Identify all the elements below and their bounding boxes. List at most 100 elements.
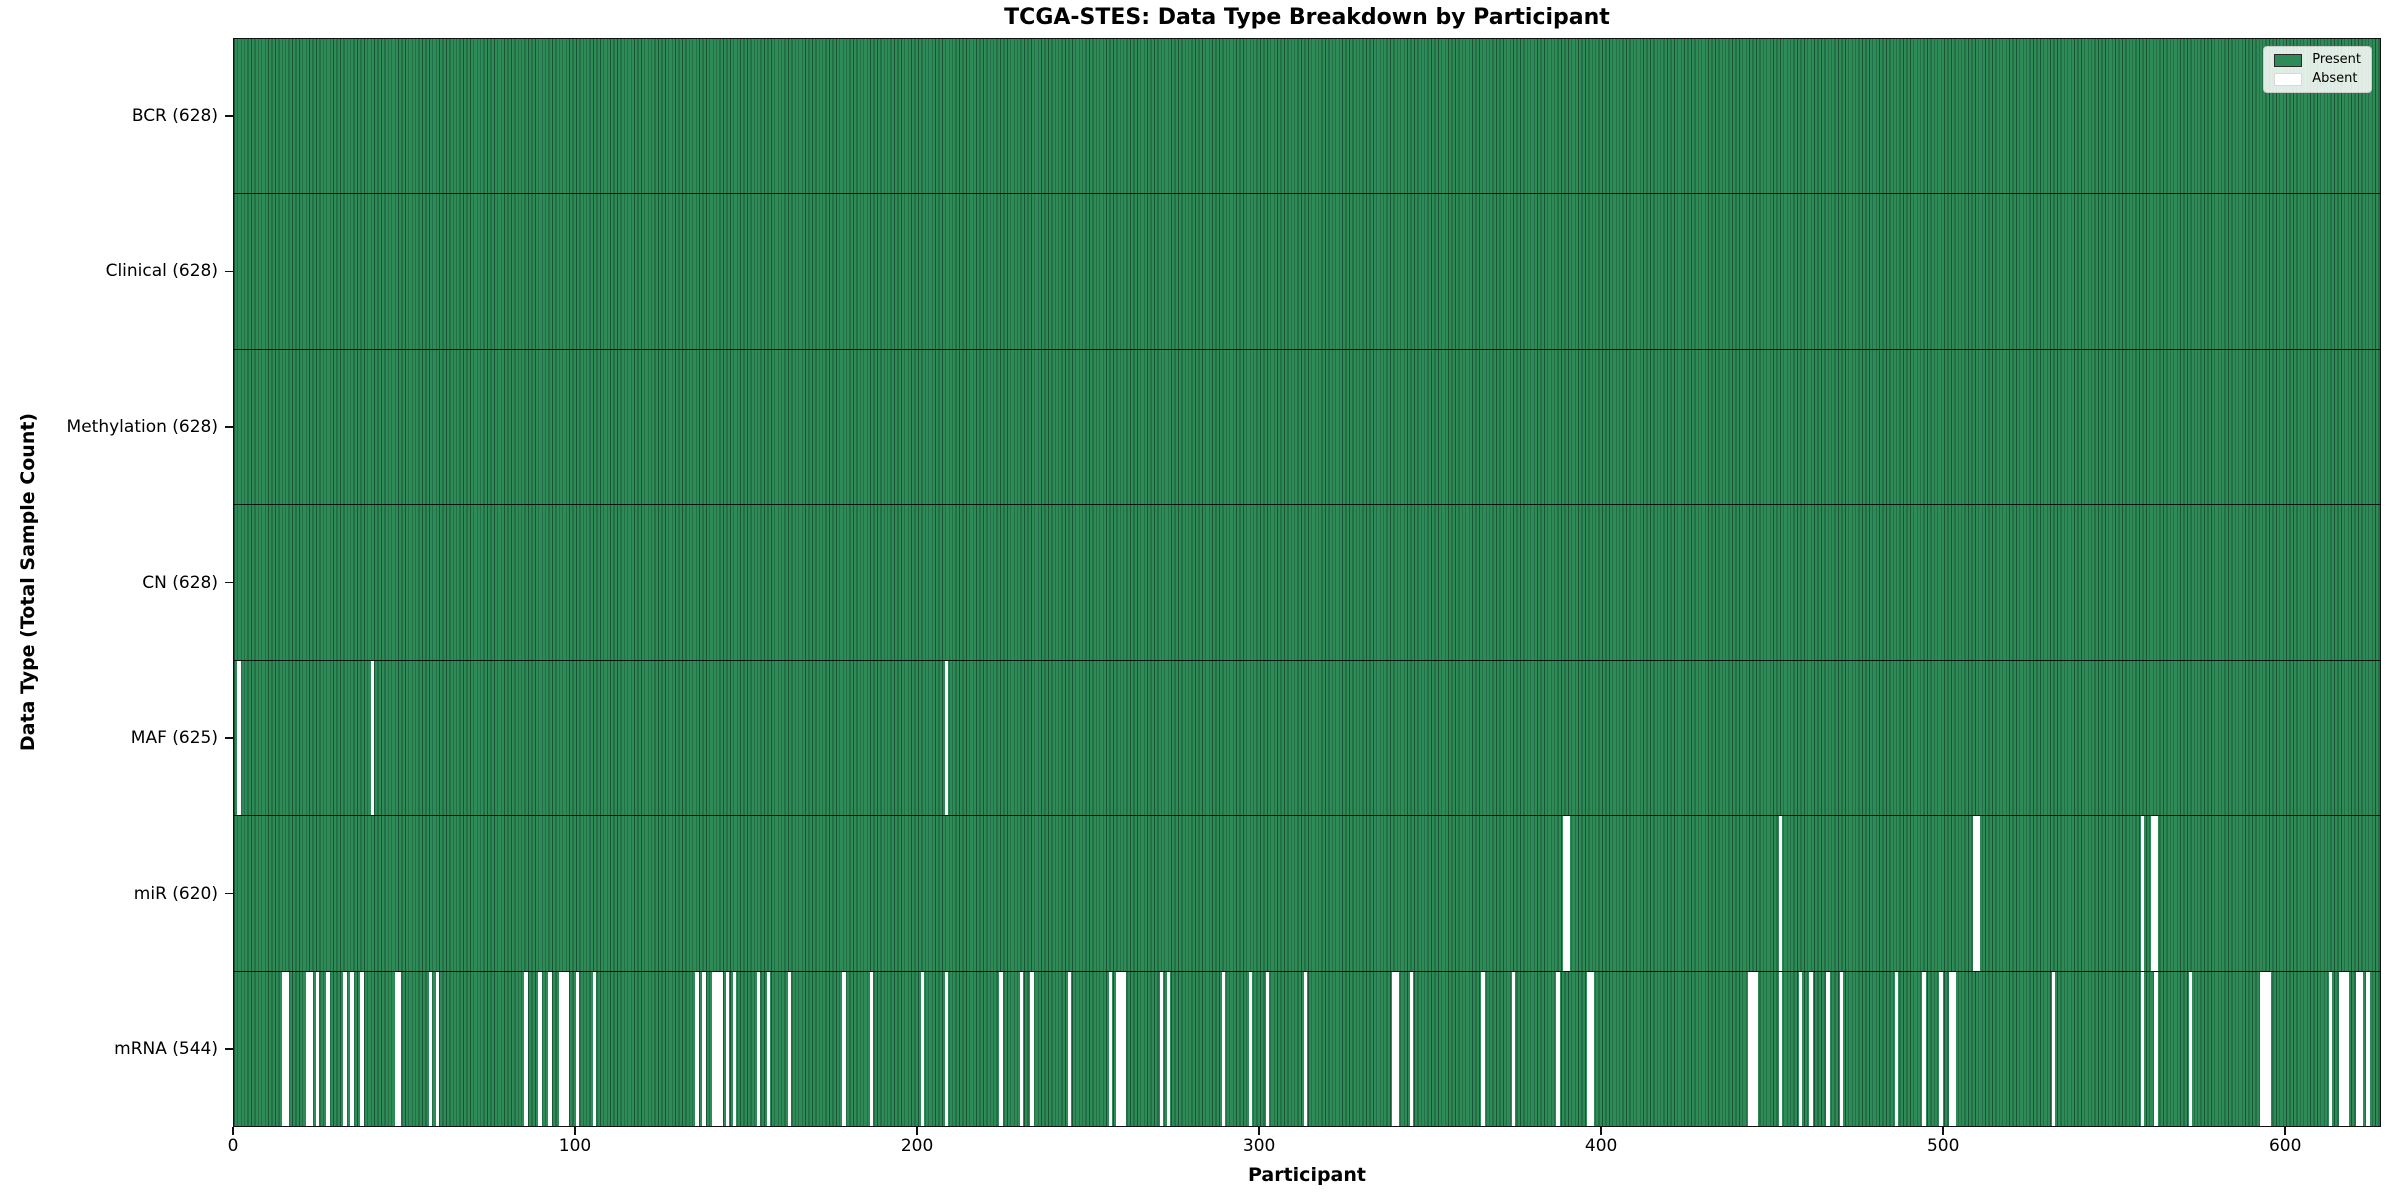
absent-segment <box>435 971 440 1126</box>
absent-segment <box>1122 971 1126 1126</box>
absent-segment <box>842 971 846 1126</box>
absent-segment <box>1590 971 1595 1126</box>
y-tick-label: miR (620) <box>133 883 218 904</box>
y-tick-label: mRNA (544) <box>114 1039 218 1060</box>
x-tick <box>1258 1127 1260 1135</box>
y-tick <box>225 114 233 117</box>
row-BCR <box>234 39 2380 194</box>
absent-segment <box>1799 971 1803 1126</box>
absent-segment <box>565 971 569 1126</box>
absent-segment <box>1754 971 1759 1126</box>
absent-segment <box>715 971 720 1126</box>
absent-segment <box>281 971 286 1126</box>
absent-segment <box>944 660 949 816</box>
absent-segment <box>2151 816 2155 971</box>
absent-segment <box>548 971 552 1126</box>
x-tick-label: 600 <box>2268 1136 2302 1156</box>
legend-entry-present: Present <box>2274 53 2361 67</box>
absent-segment <box>2140 971 2145 1126</box>
absent-segment <box>2338 971 2343 1126</box>
absent-segment <box>592 971 597 1126</box>
y-tick <box>225 892 233 895</box>
present-swatch-icon <box>2274 53 2303 67</box>
absent-segment <box>1747 971 1752 1126</box>
x-tick-label: 200 <box>900 1136 934 1156</box>
y-tick <box>225 270 233 273</box>
plot-area: Present Absent <box>233 38 2381 1127</box>
absent-segment <box>558 971 563 1126</box>
absent-segment <box>2188 971 2193 1126</box>
y-tick-label: BCR (628) <box>131 105 218 126</box>
row-CN <box>234 504 2380 660</box>
absent-segment <box>1778 971 1782 1126</box>
x-tick <box>1600 1127 1602 1135</box>
absent-segment <box>2051 971 2056 1126</box>
absent-segment <box>1395 971 1400 1126</box>
x-tick-label: 300 <box>1242 1136 1276 1156</box>
absent-segment <box>999 971 1003 1126</box>
absent-segment <box>2345 971 2350 1126</box>
absent-segment <box>1512 971 1516 1126</box>
absent-segment <box>1809 971 1813 1126</box>
absent-segment <box>2267 971 2271 1126</box>
absent-segment <box>920 971 925 1126</box>
absent-segment <box>2154 816 2158 971</box>
y-tick <box>225 1048 233 1050</box>
absent-segment <box>2260 971 2264 1126</box>
absent-segment <box>1556 971 1560 1126</box>
absent-segment <box>1566 816 1571 971</box>
row-MAF <box>234 659 2380 816</box>
absent-swatch-icon <box>2274 72 2303 86</box>
absent-segment <box>326 971 330 1126</box>
x-tick <box>232 1127 234 1135</box>
absent-segment <box>575 971 580 1126</box>
legend: Present Absent <box>2263 46 2372 93</box>
absent-segment <box>285 971 289 1126</box>
absent-segment <box>2342 971 2346 1126</box>
absent-segment <box>350 971 354 1126</box>
y-tick <box>225 737 233 739</box>
absent-segment <box>719 971 723 1126</box>
absent-segment <box>1119 971 1123 1126</box>
absent-segment <box>2154 971 2158 1126</box>
y-tick <box>225 426 233 428</box>
absent-segment <box>2140 816 2145 971</box>
absent-segment <box>538 971 542 1126</box>
row-miR <box>234 815 2380 971</box>
absent-segment <box>1826 971 1830 1126</box>
absent-segment <box>370 660 375 816</box>
absent-segment <box>1751 971 1755 1126</box>
y-tick <box>225 581 233 584</box>
absent-segment <box>2356 971 2360 1126</box>
absent-segment <box>1587 971 1591 1126</box>
absent-segment <box>944 971 949 1126</box>
absent-segment <box>309 971 313 1126</box>
absent-segment <box>2263 971 2268 1126</box>
absent-segment <box>1939 971 1943 1126</box>
absent-segment <box>1108 971 1113 1126</box>
absent-segment <box>1160 971 1164 1126</box>
x-tick <box>1942 1127 1944 1135</box>
absent-segment <box>2328 971 2333 1126</box>
row-mRNA <box>234 970 2380 1126</box>
absent-segment <box>1976 816 1981 971</box>
absent-segment <box>2359 971 2363 1126</box>
absent-segment <box>1067 971 1072 1126</box>
absent-segment <box>695 971 699 1126</box>
absent-segment <box>1409 971 1413 1126</box>
x-tick-label: 0 <box>227 1136 239 1156</box>
absent-segment <box>1563 816 1567 971</box>
absent-segment <box>1030 971 1034 1126</box>
absent-segment <box>732 971 737 1126</box>
absent-segment <box>1265 971 1270 1126</box>
absent-segment <box>869 971 873 1126</box>
absent-segment <box>1973 816 1977 971</box>
absent-segment <box>1922 971 1926 1126</box>
absent-segment <box>428 971 433 1126</box>
absent-segment <box>1248 971 1253 1126</box>
absent-segment <box>1019 971 1024 1126</box>
absent-segment <box>1392 971 1396 1126</box>
absent-segment <box>756 971 761 1126</box>
x-tick <box>916 1127 918 1135</box>
